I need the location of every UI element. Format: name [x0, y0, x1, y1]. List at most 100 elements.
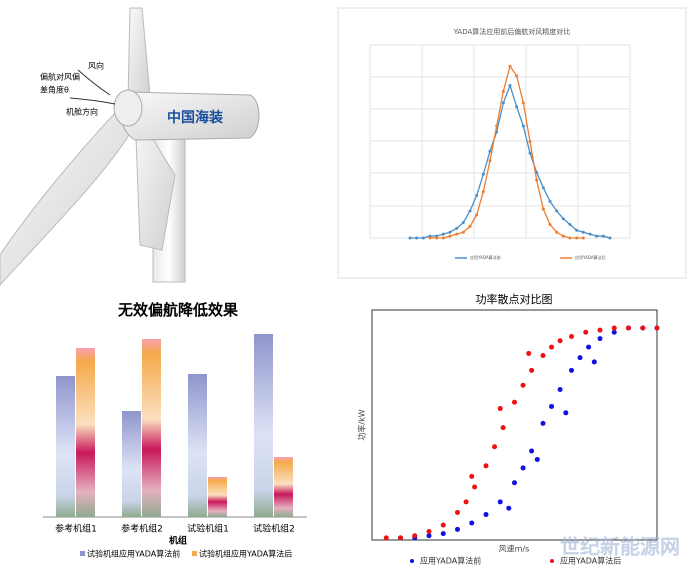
point	[440, 522, 446, 528]
label: 偏航对风偏	[40, 72, 80, 82]
point	[586, 344, 592, 350]
point	[535, 178, 539, 182]
point	[426, 533, 432, 539]
bar	[76, 348, 95, 517]
point	[591, 359, 597, 365]
x-tick-label: 试验机组2	[253, 523, 295, 535]
point	[408, 236, 412, 240]
point	[468, 224, 472, 228]
point	[568, 222, 572, 226]
point	[455, 509, 460, 515]
point	[475, 213, 479, 217]
label: 差角度θ	[40, 85, 69, 95]
point	[488, 159, 492, 163]
point	[468, 209, 472, 213]
legend-label: 应用YADA算法后	[560, 556, 621, 566]
point	[577, 355, 583, 361]
point	[488, 149, 492, 153]
bar	[274, 457, 293, 517]
point	[495, 124, 499, 128]
point	[520, 382, 526, 388]
x-axis-label: 风速m/s	[499, 545, 530, 554]
point	[421, 236, 425, 240]
point	[595, 234, 599, 238]
point	[501, 101, 505, 105]
point	[426, 529, 432, 535]
point	[455, 232, 459, 236]
point	[561, 217, 565, 221]
point	[520, 465, 526, 471]
point	[497, 499, 503, 505]
legend-label: 试验机组应用YADA算法后	[199, 549, 292, 559]
point	[611, 329, 617, 335]
point	[455, 226, 459, 230]
blade	[134, 108, 176, 251]
point	[597, 327, 603, 333]
point	[528, 151, 532, 155]
point	[548, 222, 552, 226]
label: 机舱方向	[66, 107, 98, 117]
legend-label: 试验机组应用YADA算法前	[87, 549, 180, 559]
point	[469, 473, 475, 479]
point	[455, 526, 460, 532]
chart-title: 无效偏航降低效果	[117, 301, 239, 319]
legend-swatch	[550, 559, 554, 563]
point	[441, 232, 445, 236]
point	[508, 84, 512, 88]
point	[475, 194, 479, 198]
bar	[254, 334, 273, 517]
point	[555, 209, 559, 213]
point	[581, 230, 585, 234]
point	[575, 236, 579, 240]
point	[529, 448, 535, 454]
x-tick-label: 参考机组1	[55, 523, 97, 535]
point	[469, 520, 475, 526]
x-tick-label: 试验机组1	[187, 523, 229, 535]
point	[481, 172, 485, 176]
point	[448, 234, 452, 238]
chart-title: YADA算法应用前后偏航对风精度对比	[453, 27, 571, 36]
point	[541, 186, 545, 190]
scatter-frame	[371, 309, 658, 541]
point	[483, 463, 489, 469]
point	[626, 325, 631, 331]
point	[569, 367, 574, 373]
point	[528, 140, 532, 143]
brand: 中国海装	[167, 109, 224, 126]
point	[541, 207, 545, 211]
point	[383, 535, 389, 541]
chart-title: 功率散点对比图	[476, 292, 553, 306]
line-chart-frame	[337, 7, 687, 279]
point	[398, 535, 403, 541]
point	[557, 386, 563, 392]
legend-swatch	[410, 559, 414, 563]
point	[435, 236, 439, 240]
point	[597, 336, 603, 342]
point	[500, 425, 506, 431]
point	[563, 410, 569, 416]
direction-lines	[69, 69, 116, 105]
point	[412, 533, 418, 539]
point	[549, 403, 555, 409]
point	[501, 89, 505, 93]
point	[611, 325, 617, 331]
x-axis-label: 机组	[169, 535, 187, 547]
point	[588, 232, 592, 236]
point	[428, 236, 432, 240]
point	[521, 124, 525, 128]
point	[463, 499, 469, 505]
point	[506, 505, 512, 511]
point	[549, 344, 555, 350]
bar	[208, 477, 227, 517]
hub	[113, 89, 143, 127]
point	[512, 480, 517, 486]
point	[526, 350, 532, 356]
point	[557, 338, 563, 344]
point	[508, 64, 512, 68]
x-tick-label: 参考机组2	[121, 523, 163, 535]
point	[521, 101, 525, 105]
point	[581, 236, 585, 240]
point	[640, 325, 646, 331]
point	[654, 325, 660, 331]
